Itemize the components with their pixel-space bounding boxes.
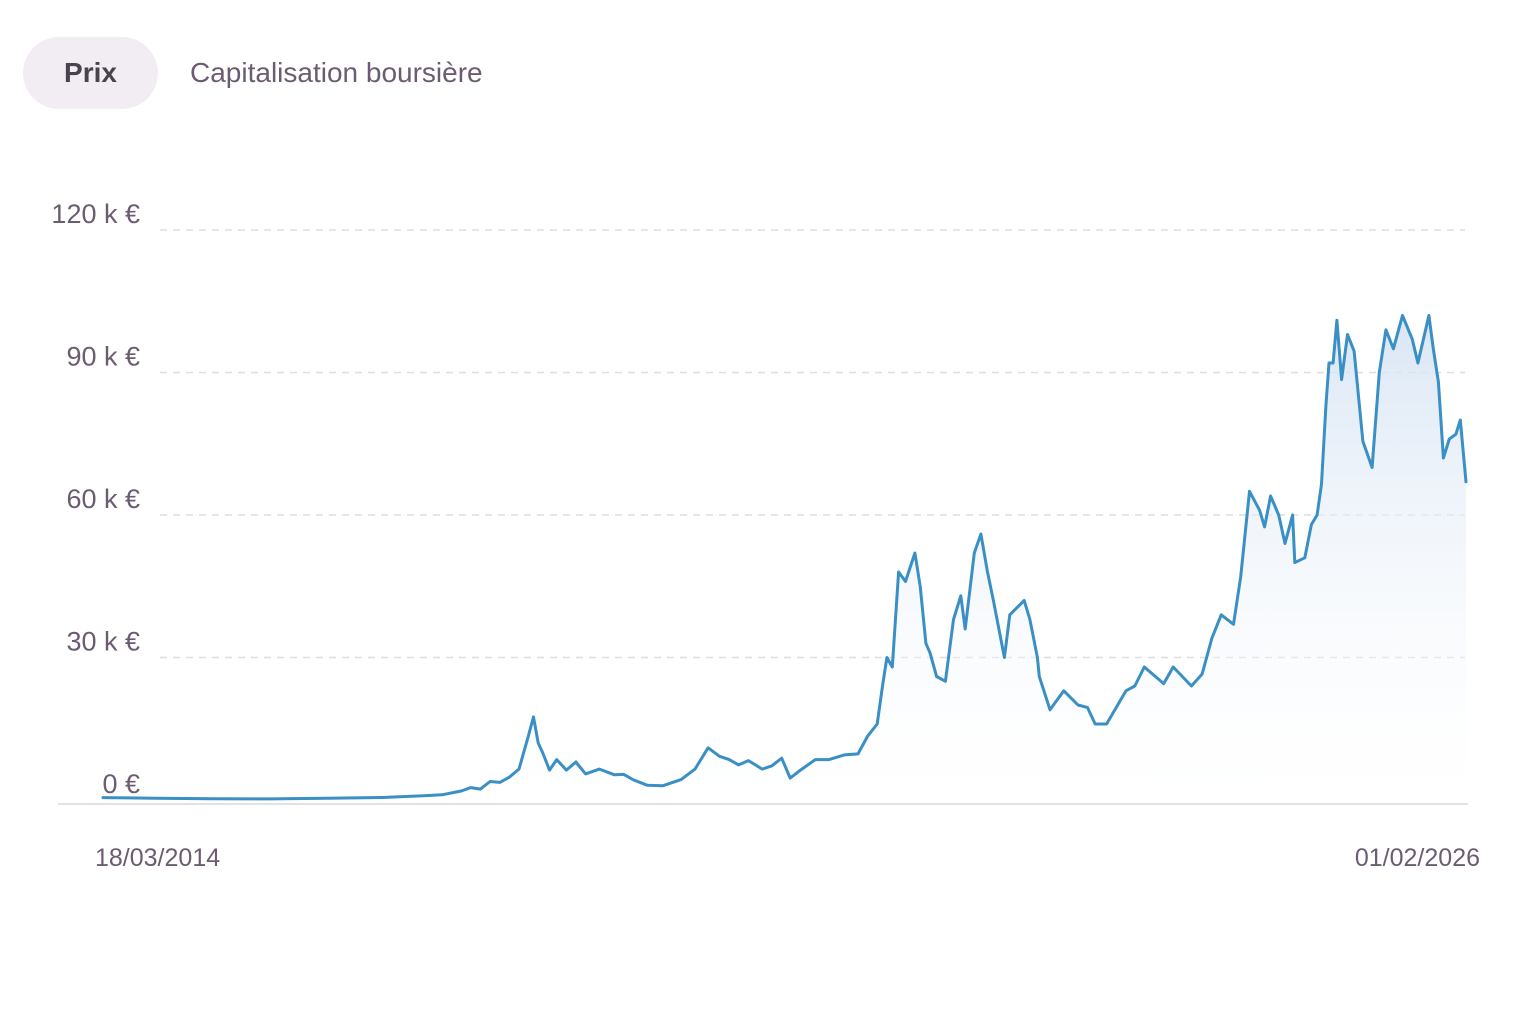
chart-mode-tabs: Prix Capitalisation boursière	[23, 37, 487, 109]
x-axis-start-label: 18/03/2014	[95, 844, 220, 872]
y-tick-label: 0 €	[102, 769, 140, 799]
grid-lines	[160, 229, 1465, 659]
y-tick-label: 60 k €	[66, 484, 140, 514]
tab-price[interactable]: Prix	[23, 37, 158, 109]
y-tick-label: 90 k €	[66, 342, 140, 372]
y-axis-tick-labels: 0 € 30 k € 60 k € 90 k € 120 k €	[51, 199, 140, 799]
y-tick-label: 30 k €	[66, 627, 140, 657]
y-tick-label: 120 k €	[51, 199, 140, 229]
x-axis-end-label: 01/02/2026	[1355, 844, 1480, 872]
price-area-fill	[103, 315, 1466, 800]
tab-market-cap[interactable]: Capitalisation boursière	[190, 57, 483, 88]
price-series-line	[101, 314, 1468, 801]
